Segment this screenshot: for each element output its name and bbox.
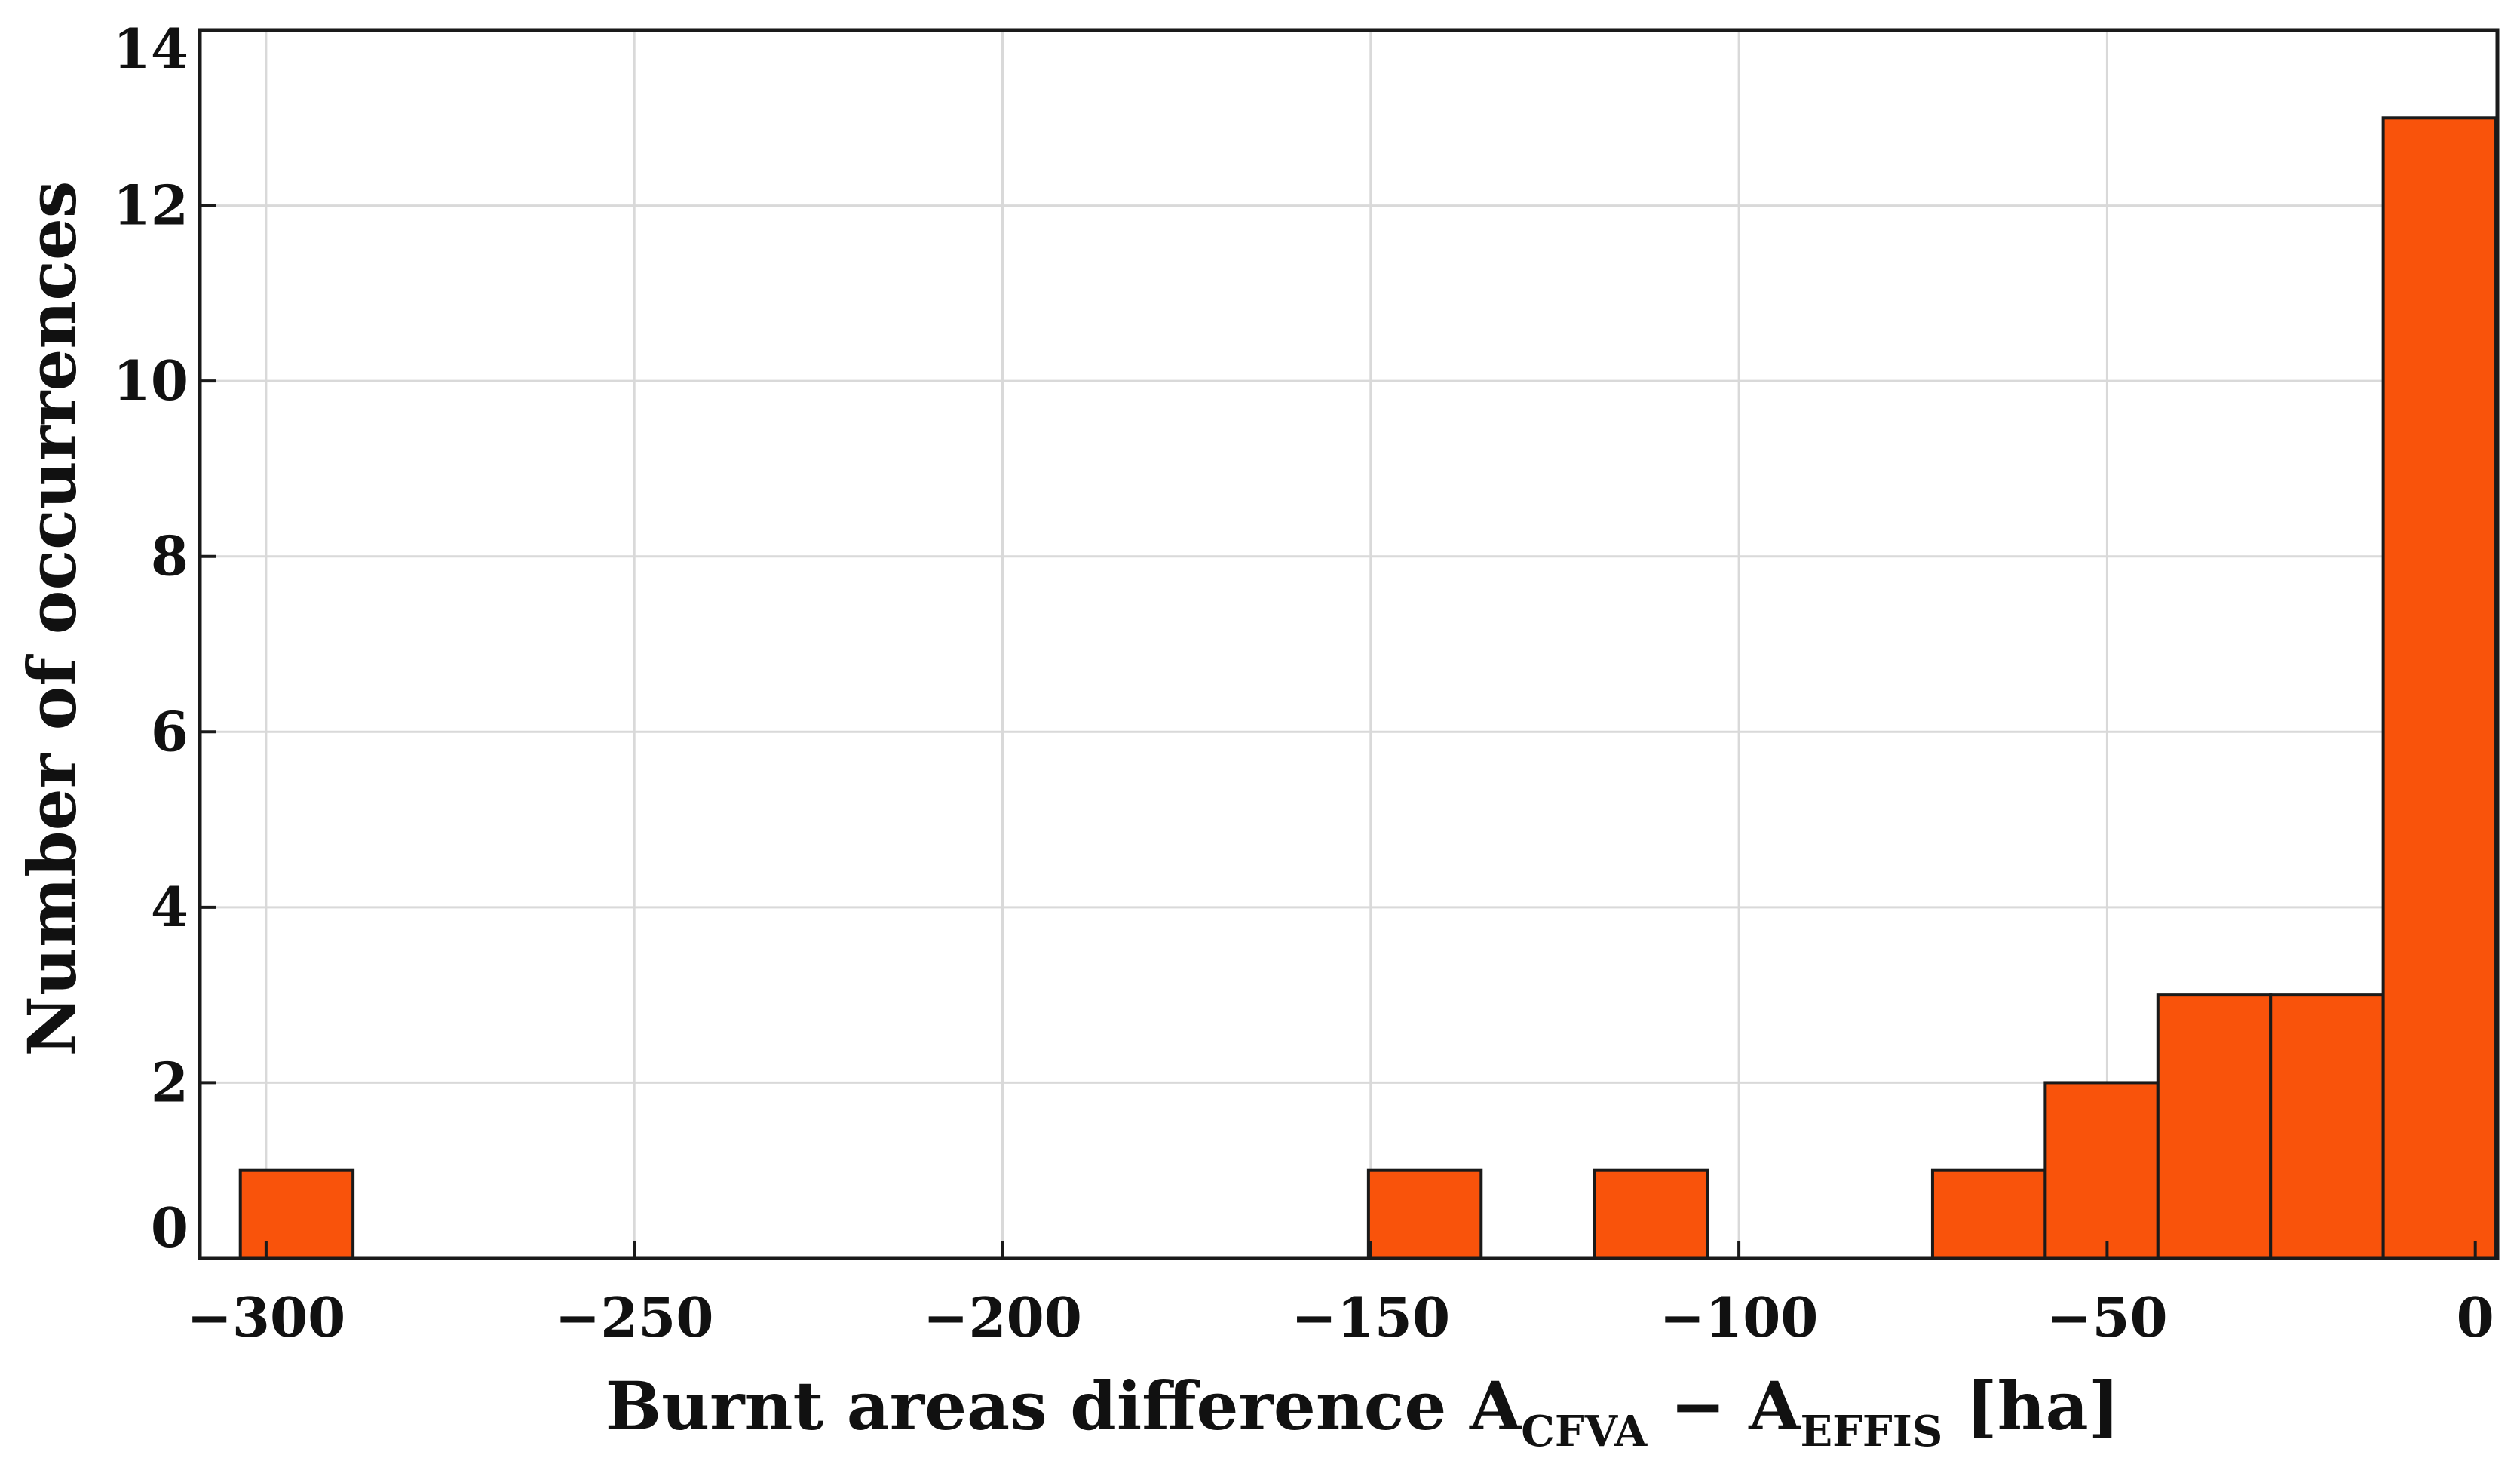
grid	[200, 30, 2497, 1258]
histogram-bar-4	[1930, 1168, 2047, 1260]
x-tick-label-5: −50	[2046, 1285, 2168, 1349]
x-axis-title: Burnt areas difference ACFVA − AEFFIS [h…	[605, 1367, 2120, 1456]
y-tick-label-3: 6	[151, 699, 189, 763]
y-tick-label-6: 12	[113, 173, 189, 238]
x-tick-label-2: −200	[923, 1285, 1082, 1349]
histogram-bar-6	[2156, 993, 2273, 1260]
x-axis-title-subscript-effis: EFFIS	[1800, 1407, 1942, 1456]
y-tick-label-0: 0	[151, 1195, 189, 1260]
y-tick-label-2: 4	[151, 875, 189, 939]
histogram-bar-3	[1593, 1168, 1709, 1260]
y-tick-label-1: 2	[151, 1050, 189, 1114]
y-tick-label-4: 8	[151, 524, 189, 588]
x-axis-title-unit: [ha]	[1942, 1367, 2120, 1445]
x-axis-title-subscript-cfva: CFVA	[1521, 1407, 1648, 1456]
x-axis-title-minus: − A	[1647, 1367, 1801, 1445]
histogram-bar-8	[2381, 116, 2498, 1260]
y-tick-labels: 0 2 4 6 8 10 12 14	[113, 17, 189, 1260]
axis-ticks	[200, 29, 2477, 1260]
x-tick-label-6: 0	[2457, 1285, 2494, 1349]
histogram-bar-2	[1366, 1168, 1483, 1260]
histogram-bar-1	[238, 1168, 355, 1260]
plot-area-frame	[198, 28, 2500, 1260]
y-tick-label-7: 14	[113, 17, 189, 81]
histogram-bar-5	[2043, 1081, 2160, 1260]
y-axis-title: Number of occurrences	[13, 181, 91, 1057]
x-axis-title-main: Burnt areas difference A	[605, 1367, 1522, 1445]
histogram-bars	[238, 116, 2498, 1260]
x-tick-label-3: −150	[1291, 1285, 1450, 1349]
x-tick-labels: −300 −250 −200 −150 −100 −50 0	[187, 1285, 2494, 1349]
x-tick-label-4: −100	[1660, 1285, 1819, 1349]
y-tick-label-5: 10	[113, 348, 189, 413]
x-tick-label-0: −300	[187, 1285, 346, 1349]
histogram-bar-7	[2269, 993, 2385, 1260]
x-tick-label-1: −250	[555, 1285, 714, 1349]
